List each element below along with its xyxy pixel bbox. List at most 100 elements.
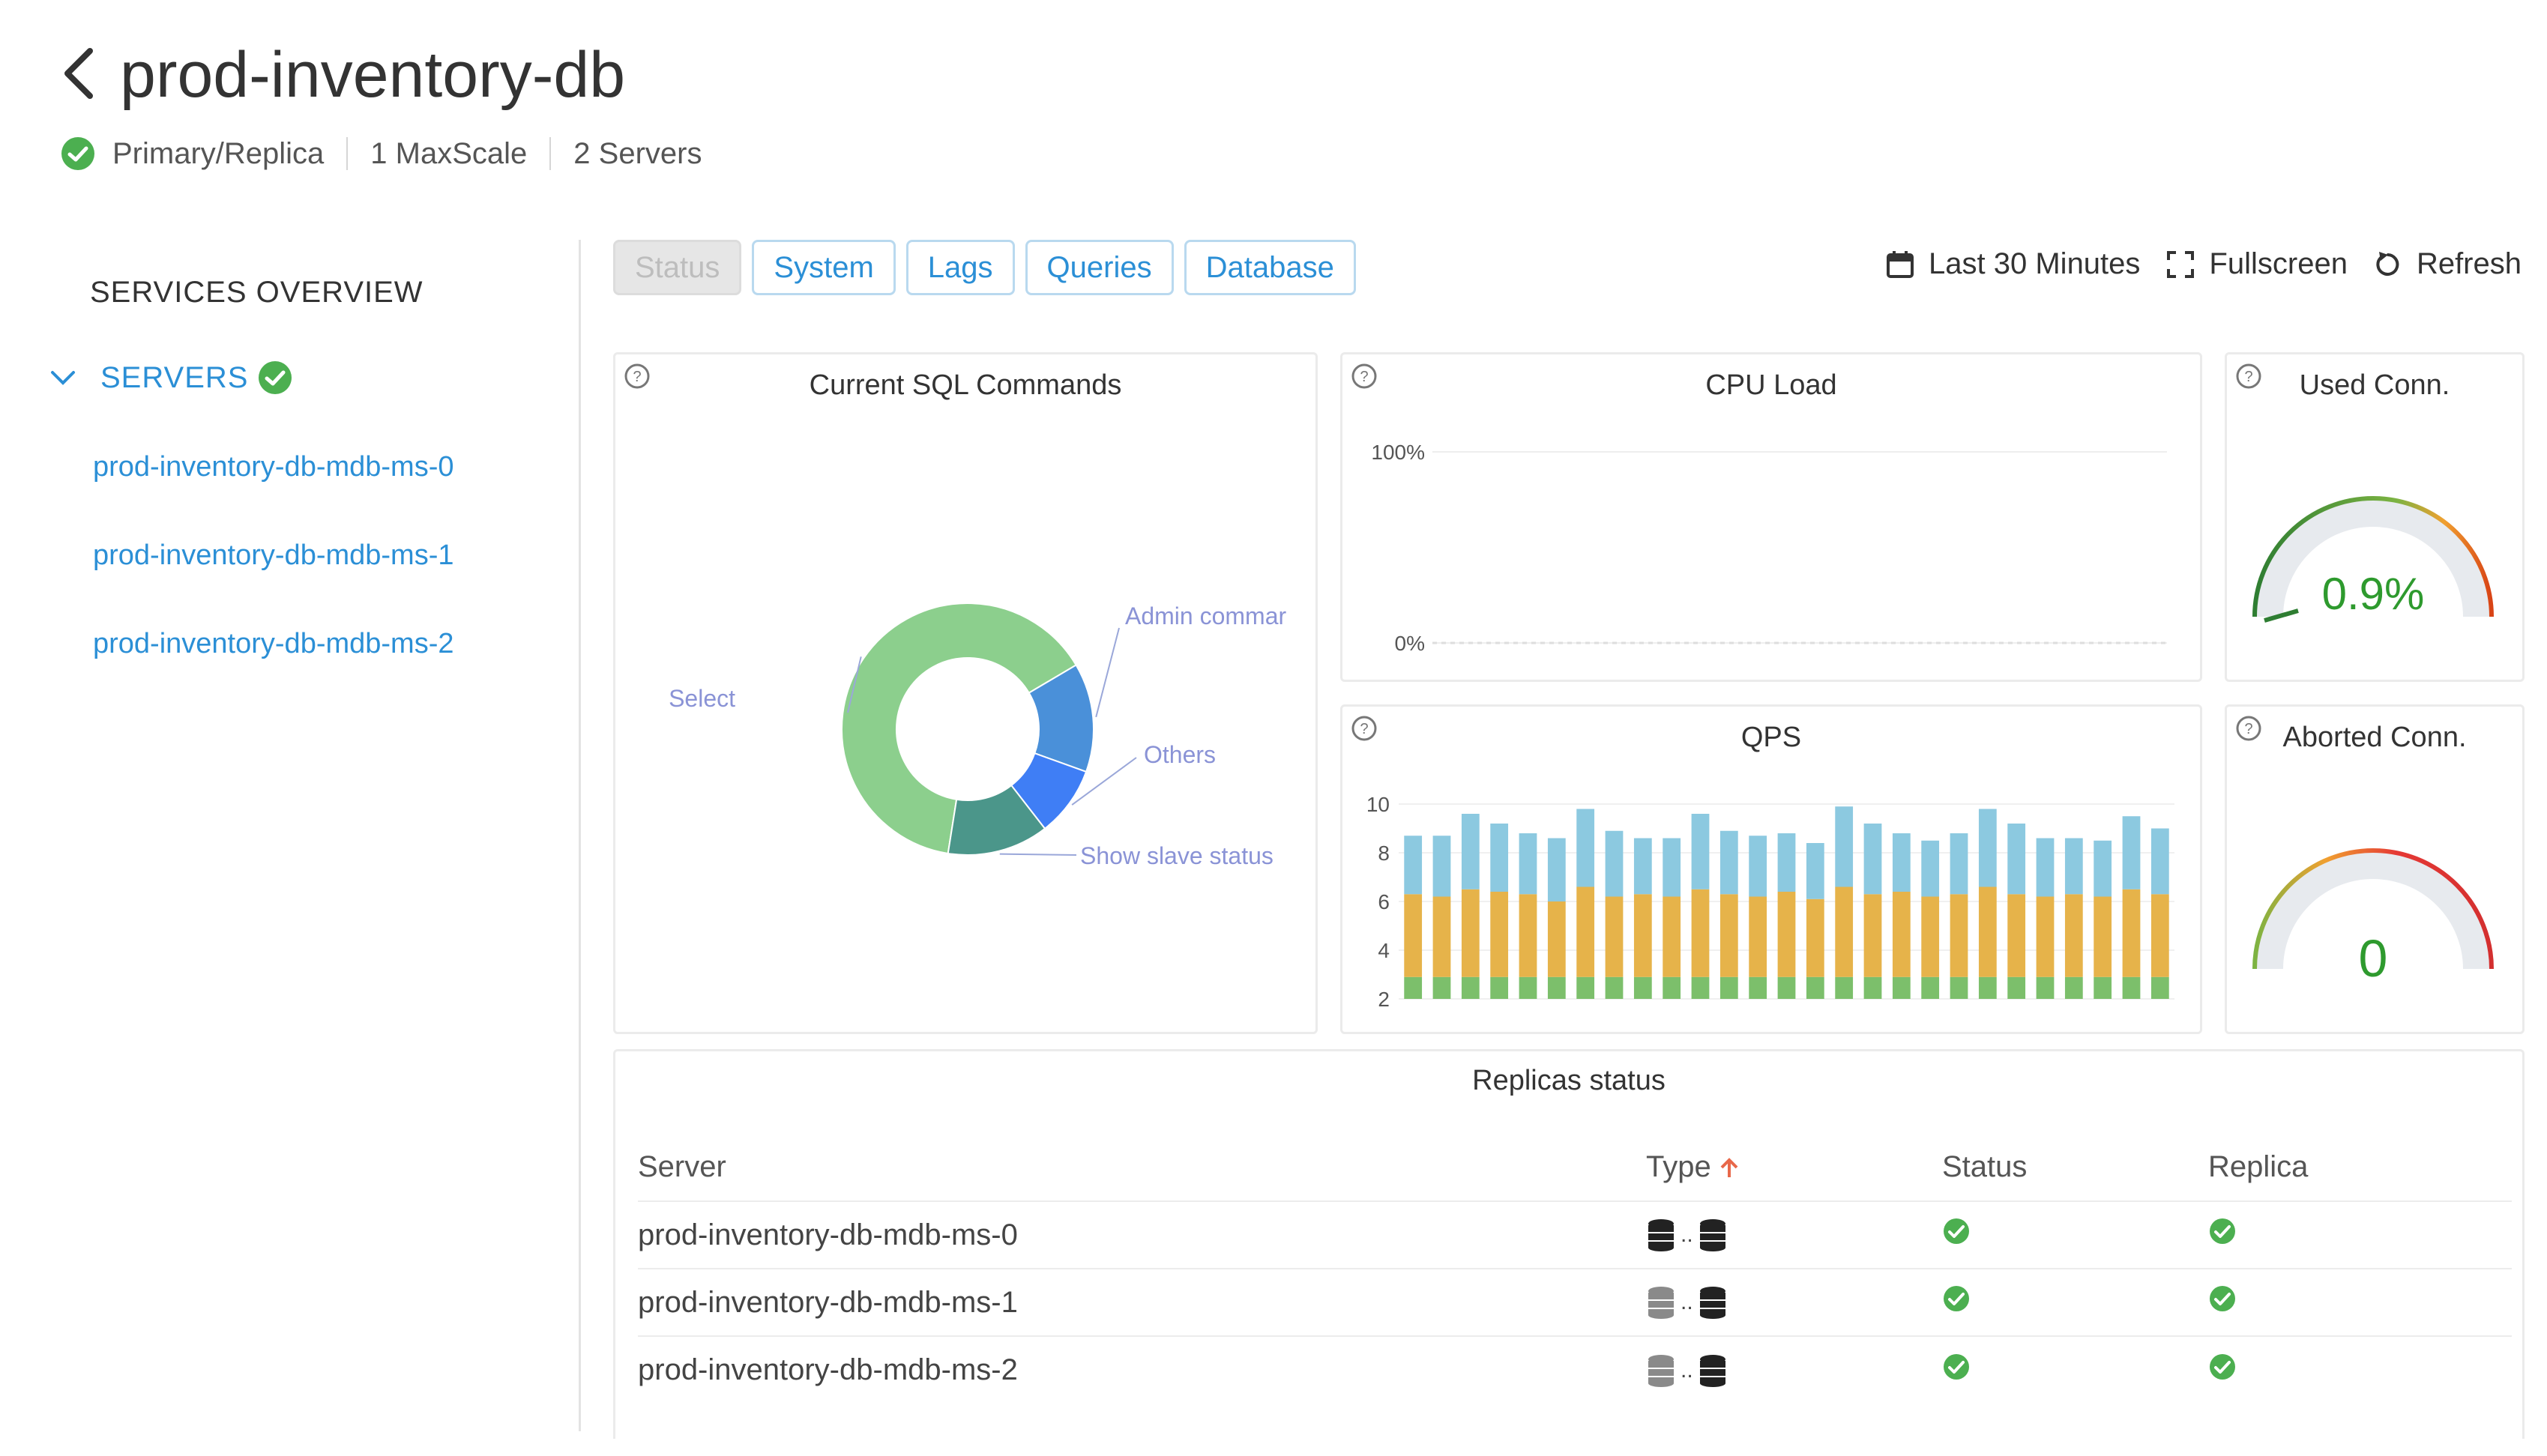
qps-bar-segment-green[interactable] <box>1806 976 1824 999</box>
qps-bar-segment-blue[interactable] <box>2064 838 2083 895</box>
qps-bar-segment-green[interactable] <box>1404 976 1423 999</box>
help-icon[interactable]: ? <box>1350 362 1378 390</box>
qps-bar-segment-blue[interactable] <box>2122 816 2141 889</box>
table-row[interactable]: prod-inventory-db-mdb-ms-1.. <box>638 1268 2512 1336</box>
qps-bar-segment-orange[interactable] <box>1806 898 1824 977</box>
qps-bar-segment-blue[interactable] <box>1835 806 1854 887</box>
qps-bar-segment-green[interactable] <box>2036 976 2055 999</box>
qps-bar-segment-orange[interactable] <box>2122 889 2141 977</box>
donut-slice-slave[interactable] <box>947 784 1046 856</box>
servers-group-toggle[interactable]: SERVERS <box>48 360 293 396</box>
time-range-button[interactable]: Last 30 Minutes <box>1885 247 2140 281</box>
refresh-button[interactable]: Refresh <box>2373 247 2522 281</box>
column-header-replica[interactable]: Replica <box>2208 1150 2309 1183</box>
tab-lags[interactable]: Lags <box>905 240 1015 295</box>
qps-bar-segment-orange[interactable] <box>1863 894 1882 977</box>
qps-bar-segment-blue[interactable] <box>1576 809 1595 887</box>
tab-system[interactable]: System <box>752 240 896 295</box>
help-icon[interactable]: ? <box>2234 362 2263 390</box>
qps-bar-segment-orange[interactable] <box>1921 896 1940 977</box>
qps-bar-segment-green[interactable] <box>2007 976 2026 999</box>
qps-bar-segment-green[interactable] <box>1892 976 1911 999</box>
qps-bar-segment-orange[interactable] <box>1691 889 1710 977</box>
qps-bar-segment-blue[interactable] <box>1921 840 1940 897</box>
donut-slice-select[interactable] <box>841 602 1077 855</box>
qps-bar-segment-blue[interactable] <box>2094 840 2112 897</box>
qps-bar-segment-orange[interactable] <box>1461 889 1480 977</box>
qps-bar-segment-blue[interactable] <box>1777 833 1796 892</box>
back-arrow-icon[interactable] <box>60 43 99 103</box>
qps-bar-segment-green[interactable] <box>1749 976 1767 999</box>
sidebar-item-server-2[interactable]: prod-inventory-db-mdb-ms-2 <box>93 628 454 659</box>
qps-bar-segment-green[interactable] <box>1950 976 1968 999</box>
qps-bar-segment-orange[interactable] <box>1547 901 1566 977</box>
qps-bar-segment-green[interactable] <box>1461 976 1480 999</box>
qps-bar-segment-blue[interactable] <box>1719 830 1738 895</box>
tab-database[interactable]: Database <box>1184 240 1356 295</box>
help-icon[interactable]: ? <box>623 362 651 390</box>
qps-bar-segment-green[interactable] <box>1605 976 1624 999</box>
qps-bar-segment-green[interactable] <box>2094 976 2112 999</box>
qps-bar-segment-green[interactable] <box>1663 976 1681 999</box>
qps-bar-segment-blue[interactable] <box>1605 830 1624 897</box>
qps-bar-segment-blue[interactable] <box>2007 824 2026 895</box>
qps-bar-segment-orange[interactable] <box>1835 886 1854 977</box>
qps-bar-segment-blue[interactable] <box>2036 838 2055 897</box>
sidebar-item-server-1[interactable]: prod-inventory-db-mdb-ms-1 <box>93 540 454 571</box>
qps-bar-segment-green[interactable] <box>2150 976 2169 999</box>
sort-ascending-icon[interactable] <box>1717 1156 1741 1180</box>
qps-bar-segment-orange[interactable] <box>2094 896 2112 977</box>
qps-bar-segment-orange[interactable] <box>1950 894 1968 977</box>
qps-bar-segment-green[interactable] <box>1547 976 1566 999</box>
fullscreen-button[interactable]: Fullscreen <box>2165 247 2348 281</box>
qps-bar-segment-green[interactable] <box>1576 976 1595 999</box>
qps-bar-segment-blue[interactable] <box>1490 824 1509 892</box>
qps-bar-segment-orange[interactable] <box>1404 894 1423 977</box>
column-header-server[interactable]: Server <box>638 1150 726 1183</box>
qps-bar-segment-orange[interactable] <box>1978 886 1997 977</box>
qps-bar-segment-blue[interactable] <box>1749 836 1767 897</box>
qps-bar-segment-orange[interactable] <box>1633 894 1652 977</box>
qps-bar-segment-orange[interactable] <box>1777 892 1796 977</box>
qps-bar-segment-orange[interactable] <box>1892 892 1911 977</box>
column-header-status[interactable]: Status <box>1942 1150 2028 1183</box>
tab-queries[interactable]: Queries <box>1025 240 1174 295</box>
qps-bar-segment-green[interactable] <box>1691 976 1710 999</box>
tab-status[interactable]: Status <box>613 240 742 295</box>
qps-bar-segment-orange[interactable] <box>1490 892 1509 977</box>
qps-bar-segment-orange[interactable] <box>1749 896 1767 977</box>
table-row[interactable]: prod-inventory-db-mdb-ms-0.. <box>638 1200 2512 1269</box>
qps-bar-segment-orange[interactable] <box>2007 894 2026 977</box>
qps-bar-segment-orange[interactable] <box>1663 896 1681 977</box>
help-icon[interactable]: ? <box>2234 714 2263 743</box>
help-icon[interactable]: ? <box>1350 714 1378 743</box>
qps-bar-segment-blue[interactable] <box>1404 836 1423 895</box>
qps-bar-segment-blue[interactable] <box>1547 838 1566 902</box>
qps-bar-segment-orange[interactable] <box>1719 894 1738 977</box>
qps-bar-segment-blue[interactable] <box>1663 838 1681 897</box>
qps-bar-segment-blue[interactable] <box>2150 828 2169 895</box>
qps-bar-segment-orange[interactable] <box>2036 896 2055 977</box>
qps-bar-segment-green[interactable] <box>1835 976 1854 999</box>
table-row[interactable]: prod-inventory-db-mdb-ms-2.. <box>638 1335 2512 1404</box>
qps-bar-segment-blue[interactable] <box>1633 838 1652 895</box>
qps-bar-segment-green[interactable] <box>2064 976 2083 999</box>
qps-bar-segment-blue[interactable] <box>1950 833 1968 895</box>
qps-bar-segment-green[interactable] <box>1633 976 1652 999</box>
qps-bar-segment-green[interactable] <box>1490 976 1509 999</box>
qps-bar-segment-orange[interactable] <box>1432 896 1451 977</box>
qps-bar-segment-orange[interactable] <box>1576 886 1595 977</box>
qps-bar-segment-green[interactable] <box>2122 976 2141 999</box>
qps-bar-segment-green[interactable] <box>1978 976 1997 999</box>
qps-bar-segment-blue[interactable] <box>1461 814 1480 889</box>
qps-bar-segment-orange[interactable] <box>2064 894 2083 977</box>
qps-bar-segment-blue[interactable] <box>1519 833 1537 895</box>
qps-bar-segment-green[interactable] <box>1921 976 1940 999</box>
qps-bar-segment-green[interactable] <box>1863 976 1882 999</box>
qps-bar-segment-green[interactable] <box>1432 976 1451 999</box>
qps-bar-segment-blue[interactable] <box>1978 809 1997 887</box>
qps-bar-segment-green[interactable] <box>1719 976 1738 999</box>
qps-bar-segment-orange[interactable] <box>2150 894 2169 977</box>
qps-bar-segment-blue[interactable] <box>1806 843 1824 899</box>
qps-bar-segment-orange[interactable] <box>1605 896 1624 977</box>
